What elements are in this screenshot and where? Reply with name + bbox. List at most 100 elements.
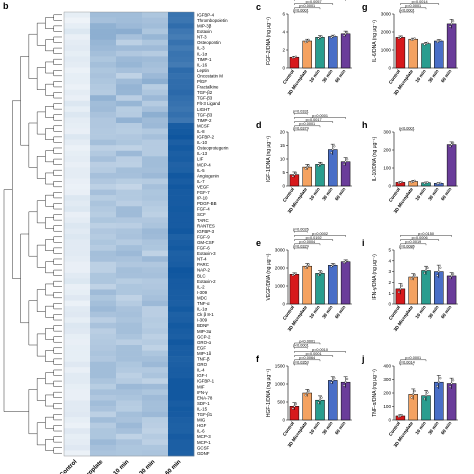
data-point [293, 405, 296, 408]
dendrogram-link [53, 192, 62, 199]
dendrogram-link [45, 83, 54, 96]
heatmap-cell [168, 222, 195, 229]
x-tick-label: 60 min [334, 69, 347, 84]
heatmap-cell [90, 289, 117, 296]
heatmap-cell [142, 328, 169, 335]
heatmap-cell [116, 439, 143, 446]
heatmap-cell [168, 200, 195, 207]
heatmap-row-label: RANTES [197, 223, 215, 228]
data-point [400, 414, 403, 417]
heatmap-row-label: GCP-2 [197, 334, 211, 339]
heatmap-cell [142, 178, 169, 185]
heatmap-row-label: IL-1α [197, 307, 208, 312]
dendrogram-link [53, 203, 62, 210]
heatmap-cell [116, 283, 143, 290]
heatmap-cell [168, 272, 195, 279]
dendrogram-link [12, 100, 21, 279]
heatmap-cell [90, 134, 117, 140]
heatmap-cell [168, 261, 195, 268]
heatmap-cell [116, 23, 143, 29]
x-tick-label: 60 min [440, 69, 453, 84]
heatmap-cell [142, 300, 169, 307]
heatmap-cell [116, 417, 143, 423]
heatmap-cell [142, 361, 169, 368]
dendrogram-link [45, 39, 54, 52]
heatmap-cell [90, 178, 117, 185]
dendrogram-link [53, 269, 62, 276]
heatmap-cell [168, 12, 195, 18]
heatmap-cell [116, 184, 143, 190]
y-tick-label: 100 [383, 404, 391, 409]
heatmap-cell [168, 145, 195, 152]
significance-bracket [294, 243, 321, 246]
heatmap-cell [142, 372, 169, 379]
data-point [450, 22, 453, 25]
panel-label-b: b [3, 1, 9, 11]
heatmap-cell [64, 211, 91, 218]
p-value-label: p=0.0057 [306, 0, 322, 4]
heatmap-cell [90, 206, 117, 213]
dendrogram-link [53, 258, 62, 265]
dendrogram-link [53, 103, 62, 110]
heatmap-cell [168, 61, 195, 68]
dendrogram-link [3, 189, 29, 412]
heatmap-row-label: FGF-4 [197, 207, 210, 212]
dendrogram-link [53, 369, 62, 376]
heatmap-row-label: VEGF [197, 184, 209, 189]
dendrogram-link [36, 244, 46, 268]
dendrogram-link [36, 289, 46, 312]
heatmap-row-label: Eotaxin [197, 29, 212, 34]
heatmap-cell [64, 34, 91, 41]
heatmap-cell [64, 278, 91, 285]
heatmap-cell [90, 28, 117, 35]
y-axis-label: IFN-γ/DNA (ng μg⁻¹) [372, 254, 378, 300]
x-tick-label: 30 min [427, 187, 440, 202]
bar [395, 37, 406, 69]
panel-label-c: c [256, 2, 261, 12]
heatmap-cell [168, 45, 195, 52]
heatmap-row-label: TIMP-1 [197, 57, 212, 62]
dendrogram-link [45, 106, 54, 118]
heatmap-cell [90, 34, 117, 41]
heatmap-cell [90, 211, 117, 218]
heatmap-row-label: ENA-78 [197, 395, 213, 400]
dendrogram-link [45, 194, 54, 207]
heatmap-cell [64, 272, 91, 279]
heatmap-cell [90, 56, 117, 63]
heatmap-cell [142, 34, 169, 41]
data-point [452, 141, 455, 145]
significance-bracket [294, 347, 308, 349]
heatmap-cell [64, 89, 91, 96]
heatmap-cell [64, 123, 91, 129]
x-tick-label: 60 min [334, 187, 347, 202]
heatmap-cell [116, 250, 143, 257]
data-point [291, 407, 294, 410]
heatmap-cell [168, 378, 195, 385]
heatmap-cell [90, 95, 117, 102]
heatmap-col-label: 3D Microplate [72, 459, 105, 474]
x-tick-label: 30 min [321, 305, 334, 320]
heatmap-cell [168, 295, 195, 301]
heatmap-row-label: IL-13 [197, 151, 208, 156]
y-tick-label: 0 [282, 66, 285, 71]
dendrogram-link [45, 217, 54, 229]
heatmap-cell [90, 322, 117, 329]
significance-bracket [294, 129, 308, 132]
y-tick-label: 200 [383, 148, 391, 153]
heatmap-cell [168, 234, 195, 240]
heatmap-col-label: 60 min [165, 459, 183, 474]
heatmap-cell [64, 206, 91, 213]
heatmap-row-label: GM-CSF [197, 240, 215, 245]
heatmap-cell [168, 339, 195, 346]
heatmap-cell [168, 400, 195, 407]
heatmap-cell [168, 406, 195, 412]
heatmap-cell [90, 39, 117, 46]
heatmap-cell [116, 450, 143, 457]
dendrogram-link [45, 283, 54, 296]
heatmap-cell [168, 50, 195, 57]
y-tick-label: 1000 [381, 48, 392, 53]
heatmap-cell [116, 372, 143, 379]
heatmap-cell [90, 422, 117, 429]
heatmap-cell [116, 12, 143, 18]
data-point [306, 166, 309, 169]
